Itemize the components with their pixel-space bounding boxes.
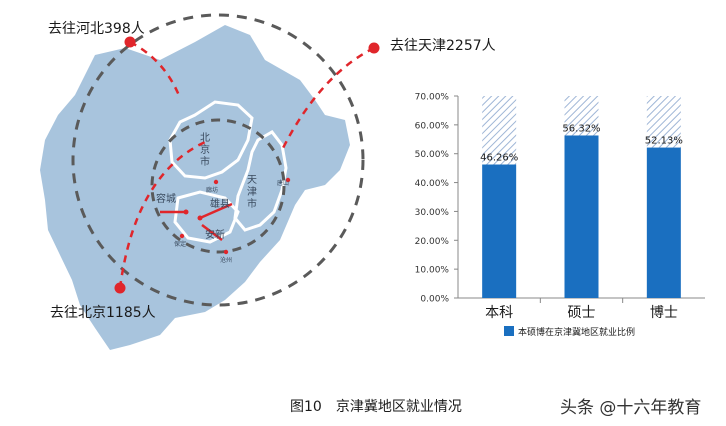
x-tick-label: 博士 xyxy=(650,304,678,321)
bar xyxy=(646,147,681,298)
x-tick-label: 硕士 xyxy=(568,305,596,321)
flow-line-tianjin xyxy=(280,46,375,151)
flow-dot-beijing xyxy=(114,282,126,294)
y-tick-label: 20.00% xyxy=(415,237,450,247)
flow-label-hebei: 去往河北398人 xyxy=(48,21,145,37)
xiongan-outline xyxy=(173,190,240,244)
watermark: 头条 @十六年教育 xyxy=(560,398,702,418)
y-tick-label: 40.00% xyxy=(415,179,450,189)
map-label-tianjin-2: 津 xyxy=(247,186,257,198)
bar-remainder xyxy=(646,96,681,148)
city-dot-rongcheng xyxy=(183,209,189,215)
city-dot-langfang xyxy=(213,179,219,185)
y-tick-label: 60.00% xyxy=(415,121,450,131)
map-label-beijing-2: 京 xyxy=(200,143,210,156)
inner-dashed-circle xyxy=(150,118,286,254)
figure-caption: 图10 京津冀地区就业情况 xyxy=(290,396,462,416)
flow-label-beijing: 去往北京1185人 xyxy=(50,305,156,321)
map-label-xiongxian: 雄县 xyxy=(210,197,230,210)
city-dot-xiongxian xyxy=(197,215,203,221)
legend-swatch xyxy=(504,326,514,336)
region-map-shape xyxy=(40,25,350,350)
map-label-rongcheng: 容城 xyxy=(156,192,176,205)
bar-remainder xyxy=(564,96,599,136)
map-label-beijing-1: 北 xyxy=(200,132,210,144)
y-tick-label: 10.00% xyxy=(415,266,450,276)
tianjin-outline xyxy=(233,130,288,232)
map-label-cangzhou: 沧州 xyxy=(220,256,232,264)
flow-dot-hebei xyxy=(124,36,136,48)
bar-data-label: 52.13% xyxy=(645,136,683,147)
figure-title: 京津冀地区就业情况 xyxy=(335,399,462,415)
figure-number: 图10 xyxy=(290,399,322,415)
map-label-beijing-3: 市 xyxy=(200,155,210,168)
employment-ratio-bar-chart: 0.00% 10.00% 20.00% 30.00% 40.00% 50.00% 60.00… xyxy=(415,93,705,338)
xiongan-red-lines xyxy=(160,202,233,241)
y-tick-label: 70.00% xyxy=(415,93,450,103)
map-label-baoding: 保定 xyxy=(174,240,186,248)
y-tick-label: 50.00% xyxy=(415,150,450,160)
bar xyxy=(482,164,517,298)
city-dot-baoding xyxy=(179,233,185,239)
bar-data-label: 56.32% xyxy=(562,123,600,134)
y-tick-label: 30.00% xyxy=(415,208,450,218)
map-label-anxin: 安新 xyxy=(205,228,225,241)
map-label-tianjin-3: 市 xyxy=(247,197,257,210)
map-label-langfang: 廊坊 xyxy=(206,186,218,194)
map-label-tianjin-1: 天 xyxy=(247,175,257,186)
flow-line-beijing xyxy=(118,140,206,289)
outer-dashed-circle xyxy=(71,13,365,307)
flow-line-hebei xyxy=(129,40,182,99)
city-dot-tangshan xyxy=(285,177,291,183)
flow-dot-tianjin xyxy=(368,42,380,54)
x-tick-label: 本科 xyxy=(485,305,513,321)
city-dot-cangzhou xyxy=(223,249,229,255)
y-tick-label: 0.00% xyxy=(420,295,449,305)
bar-remainder xyxy=(482,96,517,165)
map-label-tangshan: 唐山 xyxy=(277,179,289,187)
flow-label-tianjin: 去往天津2257人 xyxy=(390,38,496,54)
bar xyxy=(564,135,599,298)
legend-label: 本硕博在京津冀地区就业比例 xyxy=(518,326,635,338)
bar-data-label: 46.26% xyxy=(480,153,518,164)
